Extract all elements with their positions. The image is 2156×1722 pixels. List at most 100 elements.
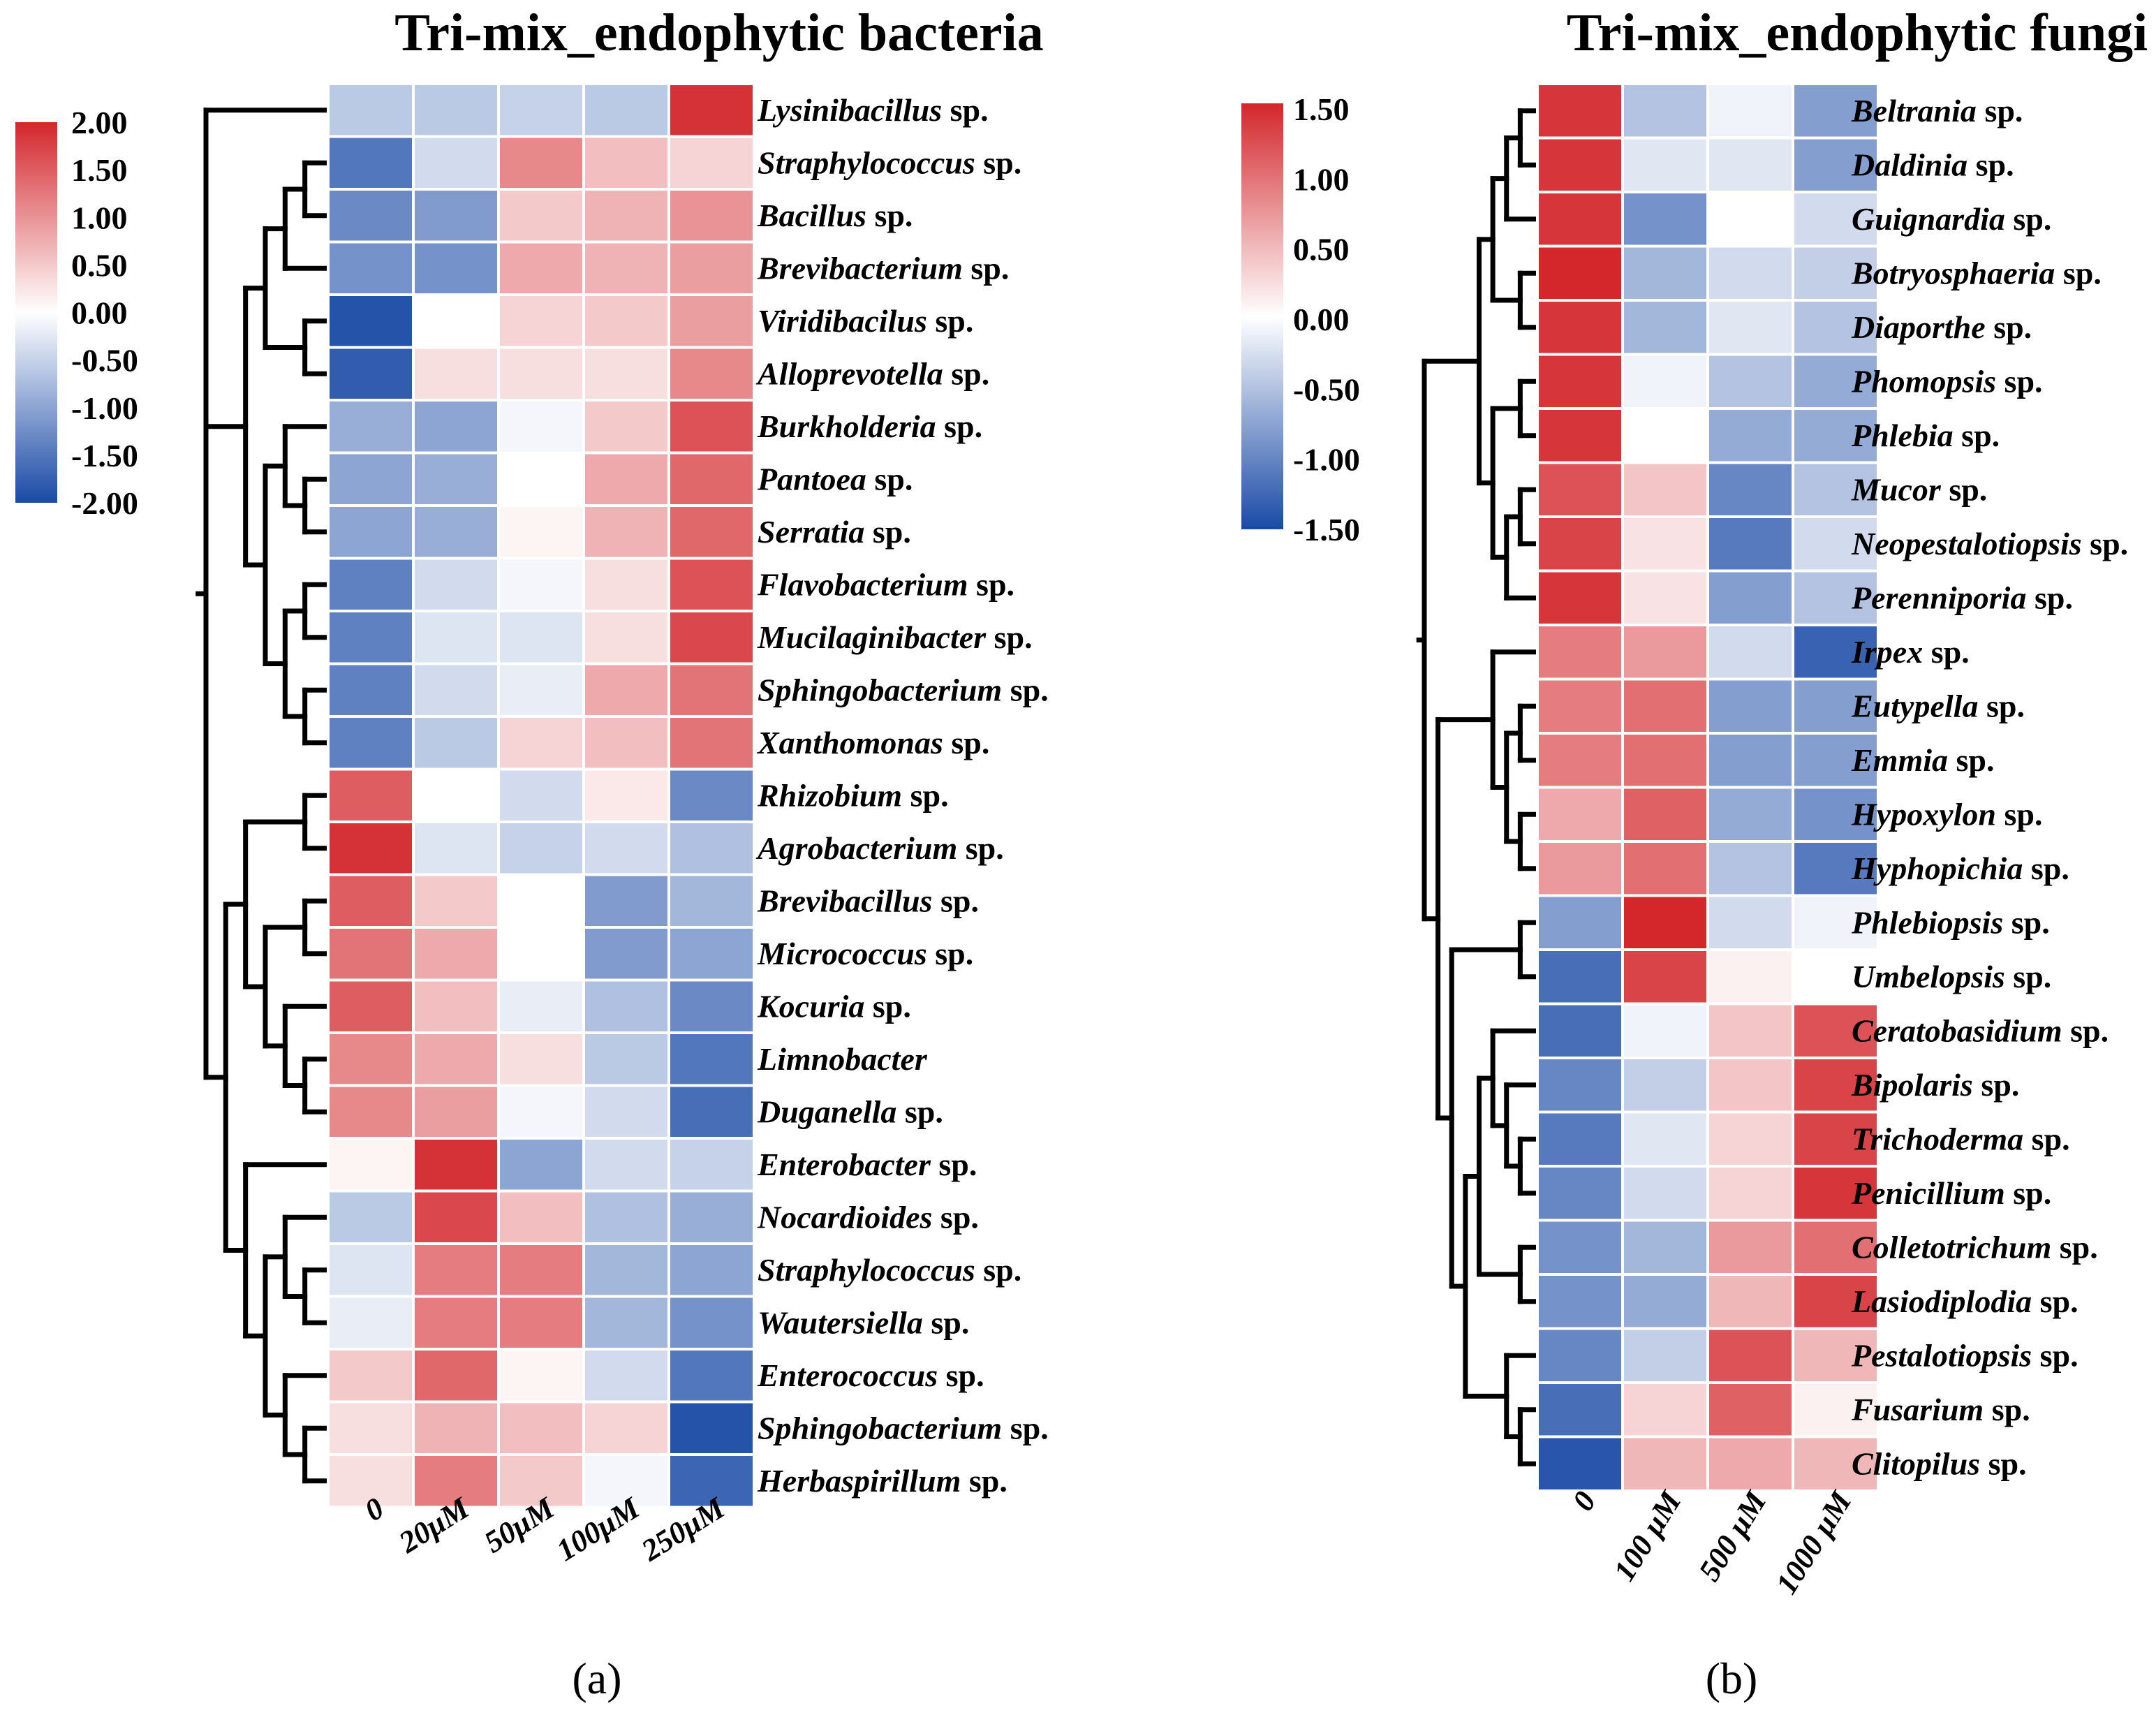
heatmap-cell [1536, 515, 1624, 573]
heatmap-cell [1706, 191, 1794, 248]
heatmap-cell [497, 504, 585, 560]
row-label-suffix: sp. [902, 777, 948, 813]
row-label: Bacillus sp. [757, 198, 913, 233]
heatmap-cell [667, 1242, 755, 1298]
row-label-genus: Umbelopsis [1852, 959, 2005, 994]
row-label-suffix: sp. [1002, 1410, 1048, 1445]
row-label-genus: Kocuria [757, 988, 864, 1024]
heatmap-cell [667, 1189, 755, 1245]
heatmap-cell [1621, 244, 1709, 302]
heatmap-cell [327, 1400, 415, 1456]
row-label-genus: Beltrania [1851, 93, 1977, 128]
heatmap-cell [582, 82, 670, 138]
heatmap-cell [1706, 407, 1794, 464]
heatmap-cell [1536, 191, 1624, 248]
heatmap-cell [327, 715, 415, 771]
legend-tick-label: 0.00 [1293, 302, 1350, 337]
row-label-suffix: sp. [927, 303, 973, 339]
heatmap-cell [667, 1084, 755, 1140]
heatmap-cell [1621, 515, 1709, 573]
heatmap-cell [412, 715, 500, 771]
legend-tick-label: 0.50 [1293, 232, 1350, 267]
heatmap-cell [1536, 894, 1624, 951]
row-label-genus: Mucor [1851, 471, 1942, 507]
row-label-genus: Rhizobium [757, 777, 902, 813]
heatmap-cell [582, 1031, 670, 1087]
row-label: Viridibacilus sp. [758, 303, 973, 339]
row-label-suffix: sp. [1986, 309, 2032, 345]
row-label-genus: Clitopilus [1852, 1445, 1980, 1481]
heatmap-cell [1706, 1219, 1794, 1276]
row-label: Penicillium sp. [1851, 1175, 2051, 1211]
heatmap-cell [412, 293, 500, 349]
row-label-suffix: sp. [2026, 580, 2072, 615]
heatmap-cell [1536, 353, 1624, 410]
heatmap-cell [327, 399, 415, 455]
row-label-genus: Ceratobasidium [1852, 1013, 2062, 1048]
row-label-genus: Sphingobacterium [758, 672, 1002, 707]
heatmap-cell [1621, 191, 1709, 248]
row-label: Duganella sp. [757, 1094, 943, 1129]
row-label: Pantoea sp. [757, 461, 913, 496]
heatmap-cell [497, 188, 585, 244]
heatmap-cell [412, 926, 500, 982]
heatmap-cell [582, 767, 670, 823]
row-label-genus: Bacillus [757, 198, 866, 233]
heatmap-cell [1536, 244, 1624, 302]
heatmap-cell [497, 399, 585, 455]
heatmap-cell [497, 1348, 585, 1404]
legend-tick-label: -0.50 [1293, 371, 1360, 407]
row-label-suffix: sp. [1984, 1392, 2030, 1427]
heatmap-cell [1706, 1327, 1794, 1384]
heatmap-cell [412, 557, 500, 612]
row-label-genus: Nocardioides [757, 1199, 932, 1235]
heatmap-cell [1792, 894, 1880, 951]
row-label-genus: Lysinibacillus [757, 92, 942, 128]
heatmap-cell [412, 1295, 500, 1351]
heatmap-cell [582, 451, 670, 507]
heatmap-cell [1792, 786, 1880, 843]
heatmap-cell [1706, 732, 1794, 789]
heatmap-cell [1792, 1110, 1880, 1168]
row-label: Phomopsis sp. [1851, 363, 2043, 399]
heatmap-cell [667, 240, 755, 296]
heatmap-cell [327, 451, 415, 507]
row-label-suffix: sp. [2062, 1013, 2109, 1048]
row-label-genus: Diaporthe [1851, 309, 1986, 345]
row-label-suffix: sp. [931, 1147, 977, 1182]
heatmap-cell [582, 188, 670, 244]
heatmap-cell [327, 1137, 415, 1193]
heatmap-cell [1621, 1165, 1709, 1222]
heatmap-cell [1621, 1381, 1709, 1438]
row-label: Phlebiopsis sp. [1851, 904, 2050, 940]
heatmap-cell [1792, 677, 1880, 735]
row-label-genus: Duganella [757, 1094, 896, 1129]
heatmap-cell [667, 399, 755, 455]
row-label-genus: Enterobacter [757, 1147, 931, 1182]
row-label-genus: Micrococcus [757, 936, 927, 971]
heatmap-cell [1536, 1057, 1624, 1114]
heatmap-cell [497, 293, 585, 349]
heatmap-cell [497, 346, 585, 402]
heatmap-cell [497, 557, 585, 612]
heatmap-cell [412, 504, 500, 560]
row-label-genus: Wautersiella [758, 1304, 923, 1340]
row-label-suffix: sp. [968, 566, 1014, 602]
legend-tick-label: -0.50 [71, 343, 138, 378]
row-label: Umbelopsis sp. [1852, 959, 2051, 994]
row-label-genus: Eutypella [1851, 688, 1978, 723]
fungi-heatmap-cells [1536, 82, 1880, 1492]
row-label-genus: Burkholderia [757, 409, 936, 444]
heatmap-cell [667, 451, 755, 507]
heatmap-cell [1792, 624, 1880, 681]
heatmap-cell [667, 504, 755, 560]
row-label-genus: Brevibacillus [757, 883, 932, 918]
bacteria-legend-bar [15, 122, 57, 503]
row-label: Colletotrichum sp. [1852, 1229, 2098, 1265]
row-label-suffix: sp. [1973, 1067, 2019, 1103]
heatmap-cell [1706, 786, 1794, 843]
row-label-genus: Phlebia [1851, 418, 1954, 453]
heatmap-cell [412, 82, 500, 138]
heatmap-cell [412, 1084, 500, 1140]
heatmap-cell [1621, 1273, 1709, 1330]
